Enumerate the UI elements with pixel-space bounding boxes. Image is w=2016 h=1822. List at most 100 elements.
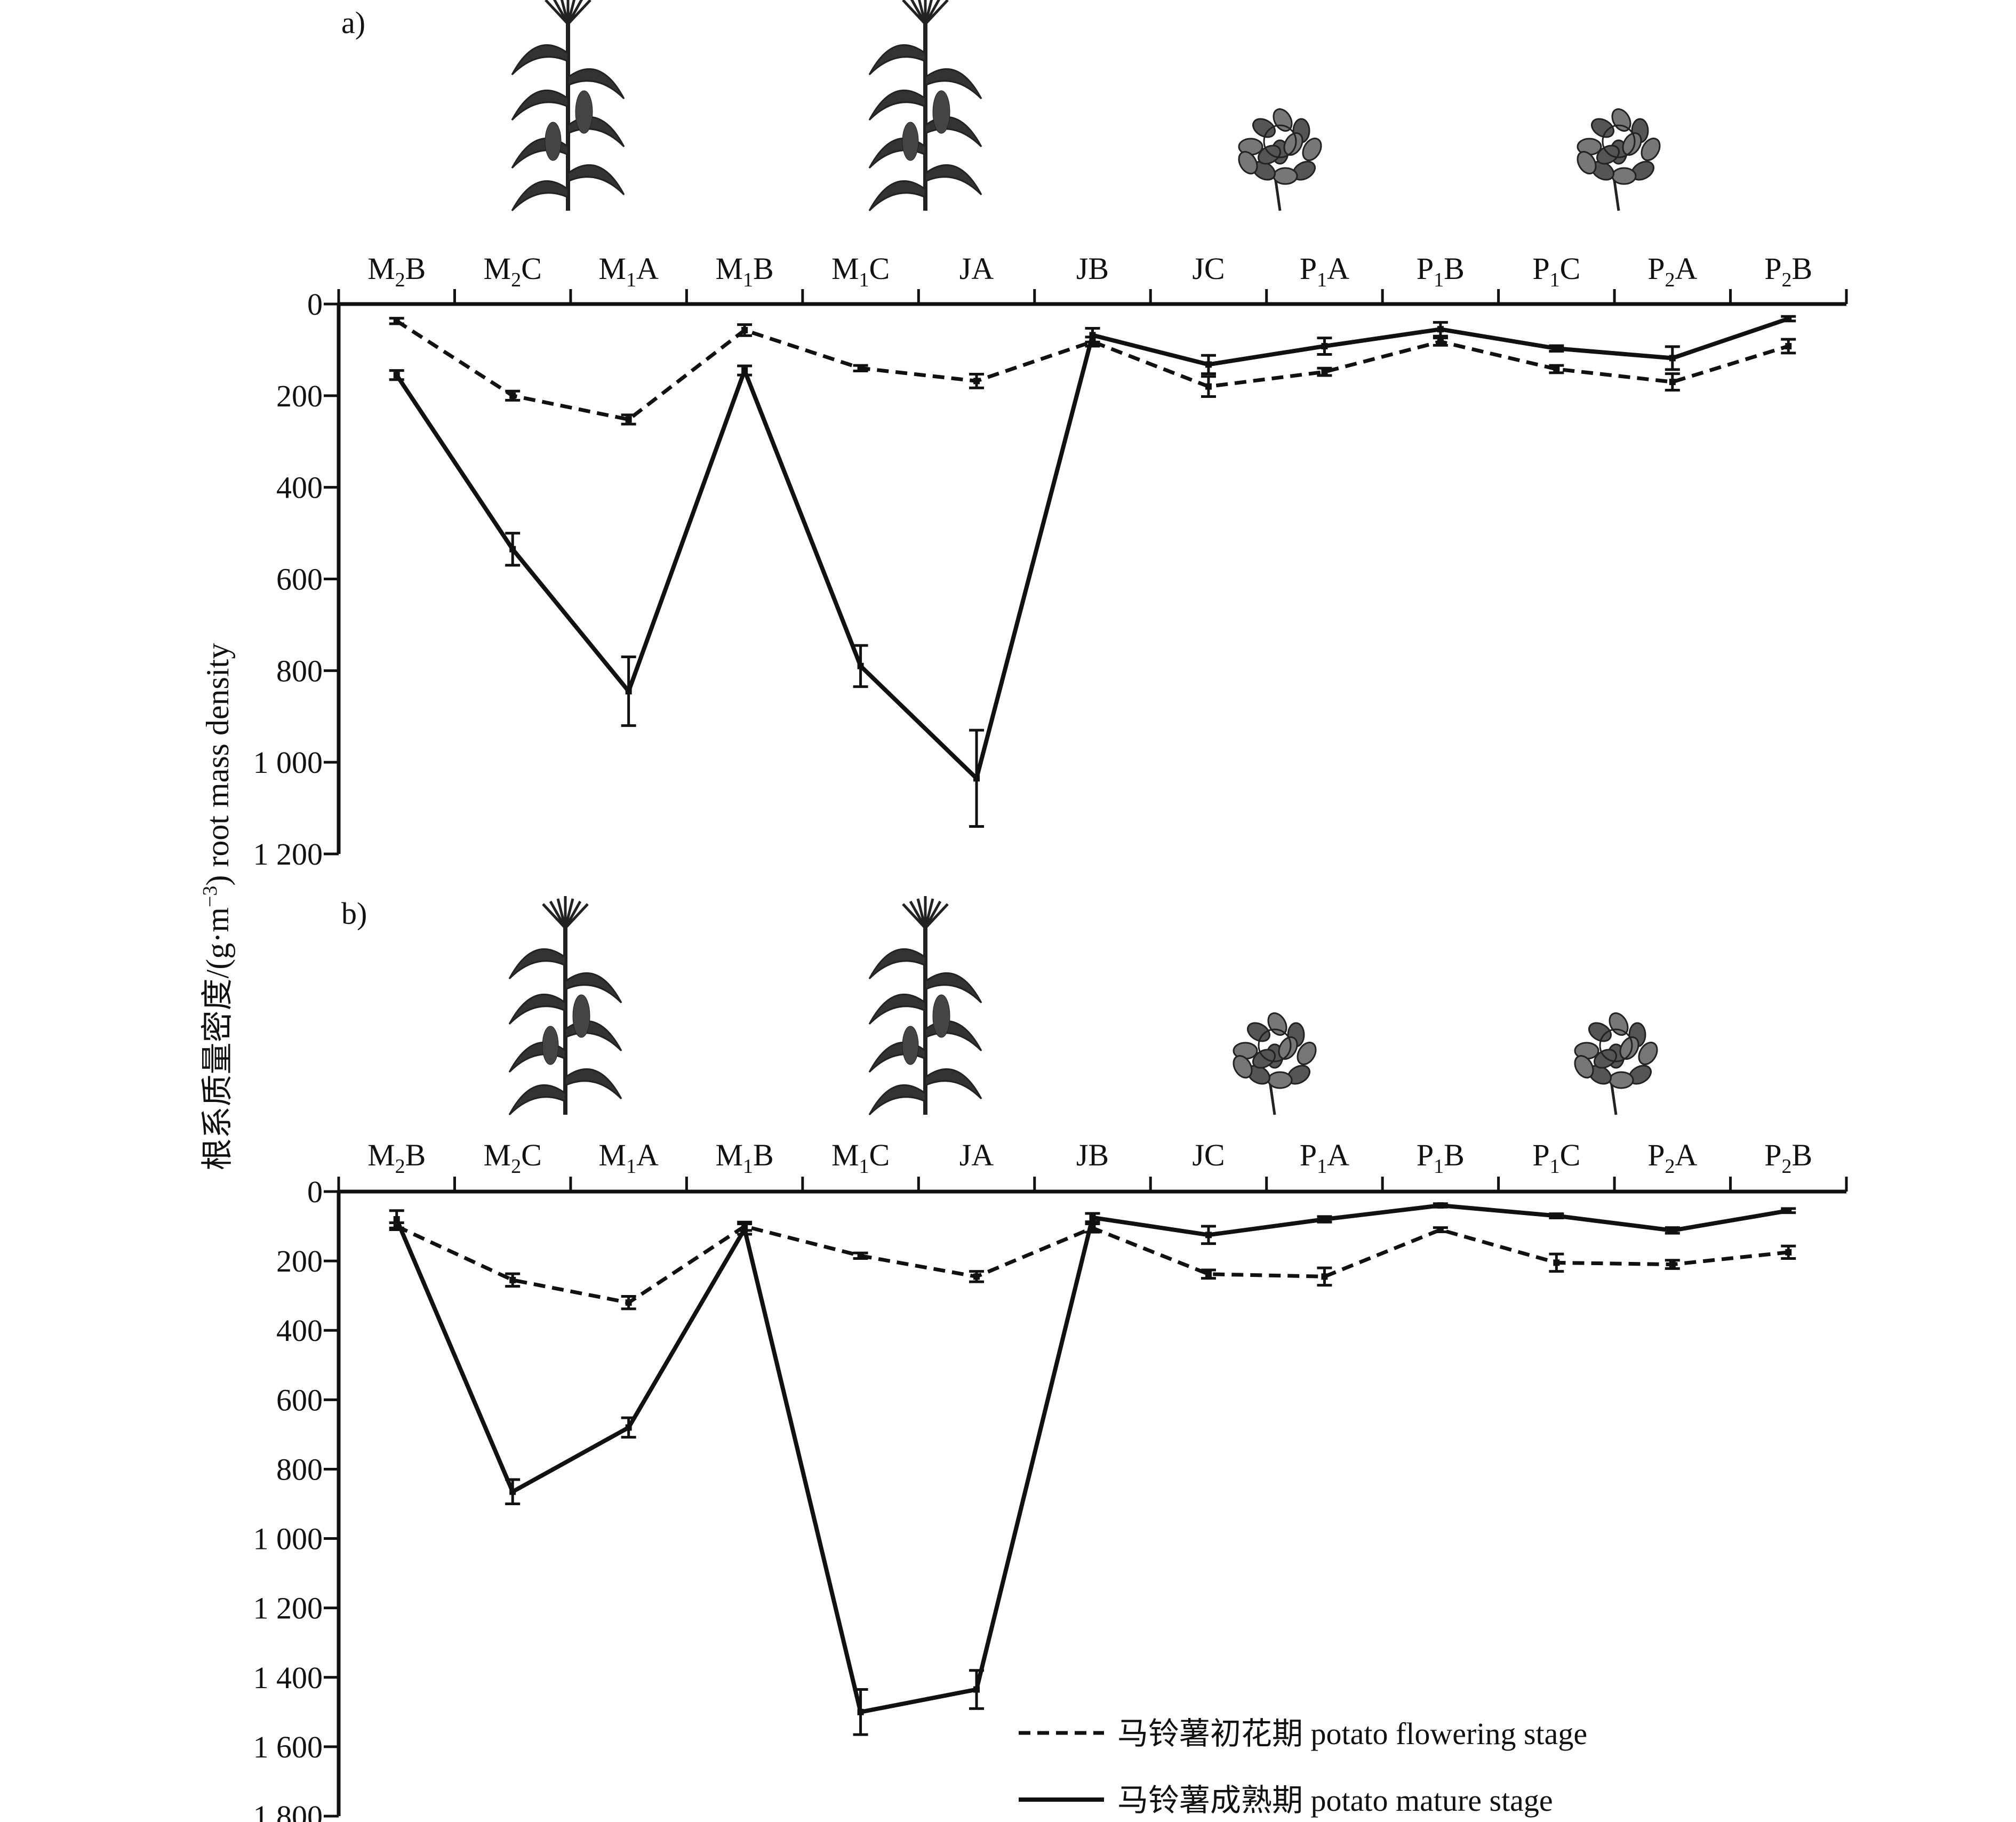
panel-b-y-tick-label: 0	[307, 1174, 323, 1209]
panel-a-category-label: P1C	[1532, 251, 1580, 291]
y-axis-title: 根系质量密度/(g·m−3) root mass density	[199, 643, 235, 1171]
panel-a-y-ticks: 0 200 400 600 800 1 000 1 200	[253, 287, 339, 872]
panel-b-point-flowering	[505, 1272, 521, 1288]
panel-b-point-mature	[1781, 1207, 1796, 1214]
panel-b-point-mature	[1085, 1212, 1100, 1224]
panel-b-line-flowering	[396, 1224, 1789, 1305]
panel-a-category-label: JA	[959, 251, 994, 286]
panel-b-point-flowering	[969, 1270, 985, 1283]
panel-b-category-label: M1C	[831, 1138, 890, 1178]
panel-a-category-label: M1A	[598, 251, 659, 291]
panel-b: b) M2B M2C M1A M1B M1C JA JB JC P1A P1B P1C P2A P2B …	[253, 896, 1848, 1822]
panel-a-category-label: M2C	[484, 251, 542, 291]
panel-b-point-mature	[737, 1222, 753, 1236]
panel-b-category-label: JC	[1192, 1138, 1225, 1172]
panel-a-category-label: M2B	[367, 251, 426, 291]
panel-b-maize-icon-1	[508, 896, 622, 1116]
legend-label-flowering: 马铃薯初花期 potato flowering stage	[1117, 1716, 1587, 1751]
panel-a-point-mature	[1317, 337, 1332, 356]
panel-b-point-mature	[1433, 1202, 1448, 1209]
panel-b-series-mature	[389, 1202, 1796, 1736]
panel-b-y-tick-label: 800	[276, 1452, 323, 1487]
panel-a-y-tick-label: 600	[276, 562, 323, 597]
panel-b-y-tick-label: 200	[276, 1244, 323, 1278]
panel-a-y-tick-label: 1 000	[253, 745, 323, 780]
panel-a-y-tick-label: 800	[276, 653, 323, 688]
panel-a-point-flowering	[621, 413, 636, 426]
panel-b-line-mature	[395, 1203, 1789, 1715]
panel-b-category-label: M1A	[598, 1138, 659, 1178]
panel-b-axes	[337, 1177, 1848, 1816]
panel-b-point-flowering	[1781, 1244, 1796, 1260]
panel-a-point-mature	[1665, 345, 1680, 371]
panel-b-point-mature	[505, 1478, 521, 1505]
panel-b-category-label: P2B	[1764, 1138, 1812, 1178]
panel-b-category-label: M2C	[484, 1138, 542, 1178]
panel-a-point-flowering	[853, 364, 868, 372]
panel-a-point-mature	[1549, 344, 1564, 353]
panel-a-category-label: M1C	[831, 251, 890, 291]
y-axis-title-exponent: −3	[199, 886, 221, 907]
panel-a-axes	[337, 289, 1848, 854]
panel-b-point-mature	[1665, 1226, 1680, 1235]
panel-b-y-tick-label: 1 400	[253, 1660, 323, 1695]
panel-b-category-label: P1B	[1417, 1138, 1465, 1178]
panel-b-point-flowering	[1549, 1252, 1564, 1273]
panel-a-point-mature	[389, 369, 404, 381]
panel-a-point-mature	[737, 364, 753, 377]
panel-a: a) M2B M2C M1A M1B M1C JA JB JC P1A P1B P1C P2A P2B …	[253, 0, 1848, 872]
panel-a-y-tick-label: 0	[307, 287, 323, 322]
panel-a-category-label: M1B	[715, 251, 773, 291]
panel-a-potato-icon-4	[1577, 108, 1661, 211]
panel-b-category-label: JB	[1076, 1138, 1109, 1172]
panel-a-point-flowering	[389, 317, 404, 325]
panel-a-point-flowering	[1665, 372, 1680, 392]
panel-a-maize-icon-1	[511, 0, 625, 212]
legend-label-mature: 马铃薯成熟期 potato mature stage	[1117, 1783, 1553, 1818]
panel-b-category-labels: M2B M2C M1A M1B M1C JA JB JC P1A P1B P1C P2A P2B	[367, 1138, 1812, 1178]
panel-a-point-mature	[505, 532, 521, 567]
y-axis-title-cn: 根系质量密度/(g·m	[200, 907, 235, 1170]
panel-a-line-mature	[395, 316, 1789, 782]
panel-b-category-label: M1B	[715, 1138, 773, 1178]
panel-b-potato-icon-4	[1574, 1012, 1658, 1115]
panel-a-point-mature	[1201, 354, 1216, 375]
panel-a-point-flowering	[1781, 338, 1796, 355]
panel-a-point-flowering	[1549, 364, 1564, 374]
panel-b-point-mature	[969, 1669, 985, 1710]
panel-b-category-label: P1C	[1532, 1138, 1580, 1178]
panel-b-y-tick-label: 600	[276, 1383, 323, 1417]
panel-b-point-mature	[1317, 1215, 1332, 1224]
panel-a-y-tick-label: 200	[276, 379, 323, 413]
panel-a-point-flowering	[1317, 366, 1332, 377]
panel-b-y-tick-label: 1 600	[253, 1730, 323, 1764]
panel-a-series-mature	[389, 315, 1796, 828]
panel-b-y-tick-label: 1 000	[253, 1522, 323, 1556]
legend: 马铃薯初花期 potato flowering stage 马铃薯成熟期 pot…	[1019, 1716, 1587, 1818]
panel-a-category-label: P2B	[1764, 251, 1812, 291]
panel-b-maize-icon-2	[868, 896, 982, 1116]
panel-b-category-label: JA	[959, 1138, 994, 1172]
panel-a-y-tick-label: 400	[276, 470, 323, 505]
panel-a-category-label: P1A	[1300, 251, 1349, 291]
panel-b-point-mature	[621, 1416, 636, 1439]
panel-b-series	[389, 1202, 1796, 1736]
panel-b-point-flowering	[621, 1294, 636, 1310]
panel-b-point-flowering	[1317, 1266, 1332, 1287]
panel-b-point-flowering	[1665, 1259, 1680, 1270]
panel-b-point-mature	[1549, 1212, 1564, 1219]
panel-b-label: b)	[341, 896, 367, 931]
panel-a-category-label: JB	[1076, 251, 1109, 286]
panel-a-category-label: P1B	[1417, 251, 1465, 291]
panel-a-point-flowering	[737, 323, 753, 337]
y-axis-title-en: ) root mass density	[200, 643, 235, 886]
panel-a-point-mature	[621, 656, 636, 727]
panel-a-maize-icon-2	[868, 0, 982, 212]
panel-a-potato-icon-3	[1238, 108, 1322, 211]
panel-a-point-flowering	[1433, 337, 1448, 347]
panel-b-y-ticks: 0 200 400 600 800 1 000 1 200 1 400 1 600 1 800	[253, 1174, 339, 1822]
panel-a-category-label: P2A	[1647, 251, 1697, 291]
panel-a-point-mature	[853, 644, 868, 688]
panel-b-point-mature	[1201, 1225, 1216, 1245]
panel-a-point-mature	[1781, 315, 1796, 323]
